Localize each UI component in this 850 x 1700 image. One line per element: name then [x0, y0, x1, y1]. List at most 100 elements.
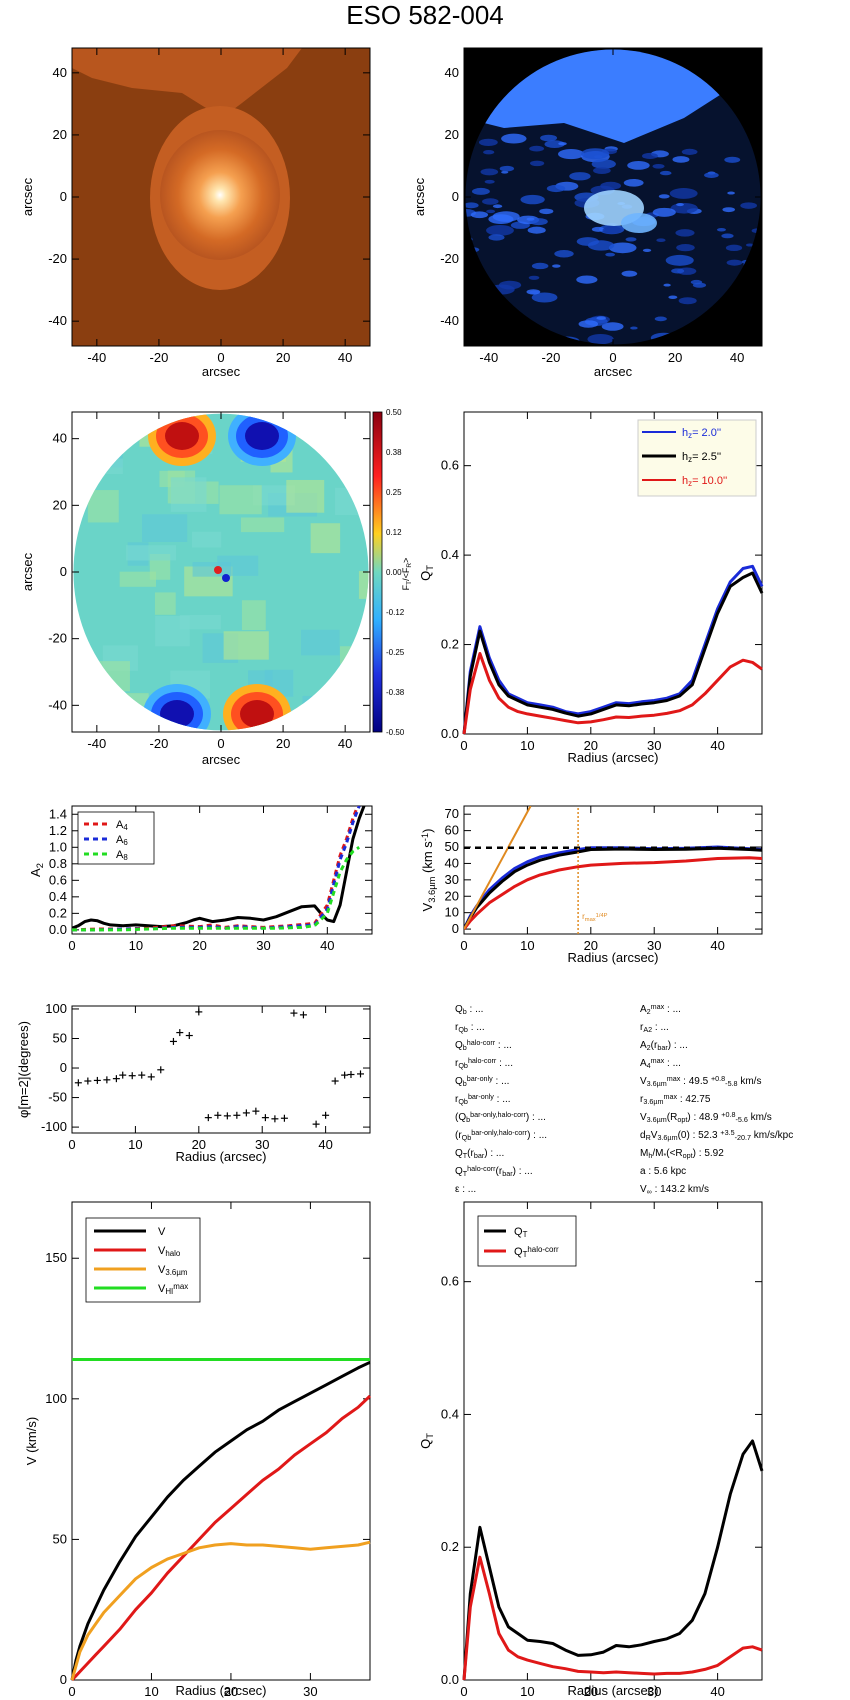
figure-title: ESO 582-004 [346, 0, 504, 30]
y-tick-label: 10 [445, 905, 459, 920]
y-tick-label: -50 [48, 1090, 67, 1105]
blob [492, 204, 503, 209]
y-tick-label: 0.4 [441, 547, 459, 562]
blob [540, 134, 558, 142]
x-tick-label: 10 [128, 1137, 142, 1152]
blue-lobe [160, 700, 194, 728]
plot-frame [71, 805, 373, 935]
phase-point [347, 1071, 355, 1079]
central-blob [621, 213, 657, 233]
param-right-0: A2max : ... [640, 1002, 681, 1016]
blob [483, 150, 495, 155]
phase-point [214, 1111, 222, 1119]
legend-box [77, 811, 155, 865]
vel-line-orange [464, 806, 532, 930]
x-tick-label: 20 [224, 1684, 238, 1699]
legend-box [477, 1215, 577, 1267]
phase-point [112, 1075, 120, 1083]
y-axis-label: φ[m=2](degrees) [16, 1021, 31, 1118]
blob [641, 152, 658, 160]
param-left-3: rQbhalo-corr : ... [455, 1056, 513, 1070]
blob [642, 248, 652, 253]
x-tick-label: 10 [129, 938, 143, 953]
y-tick-label: 150 [45, 1250, 67, 1265]
y-tick-label: 0 [452, 921, 459, 936]
legend-label: hz= 10.0'' [682, 475, 727, 488]
blob [591, 159, 616, 169]
x-tick-label: 30 [255, 1137, 269, 1152]
blob [704, 172, 719, 178]
x-tick-label: 0 [68, 1684, 75, 1699]
blob [482, 198, 499, 205]
param-left-9: QThalo-corr(rbar) : ... [455, 1164, 533, 1178]
blob [531, 292, 558, 303]
y-tick-label: 0.6 [441, 458, 459, 473]
blob [554, 249, 574, 258]
y-tick-label: 0.2 [441, 1539, 459, 1554]
blob [676, 244, 695, 252]
blob [681, 148, 698, 155]
x-tick-label: -20 [150, 350, 169, 365]
blob [623, 178, 644, 187]
y-tick-label: -20 [48, 251, 67, 266]
x-tick-label: 10 [520, 1684, 534, 1699]
blob [529, 145, 545, 152]
param-right-5: r3.6µmmax : 42.75 [640, 1092, 711, 1106]
blob [558, 142, 567, 146]
x-axis-label: Radius (arcsec) [175, 1683, 266, 1698]
blob [659, 170, 672, 176]
param-left-0: Qb : ... [455, 1004, 483, 1016]
blob [593, 167, 611, 174]
x-tick-label: 20 [192, 938, 206, 953]
legend-label: A4 [116, 819, 128, 832]
x-axis-label: arcsec [202, 752, 241, 767]
blob [552, 264, 561, 268]
y-tick-label: 0.0 [49, 922, 67, 937]
param-right-8: Mh/M*(<Ropt) : 5.92 [640, 1148, 724, 1160]
blob [492, 211, 520, 222]
blob [671, 268, 685, 274]
blob [656, 238, 666, 242]
blob [602, 226, 622, 234]
blob [716, 228, 726, 232]
axes-panel-qt-hz: 0 10 20 30 40 0.0 0.2 0.4 0.6 Radius (arcsec) QT hz… [418, 411, 764, 765]
qt-halo-line-0 [462, 1439, 764, 1681]
y-tick-label: 0.2 [49, 905, 67, 920]
phase-point [331, 1077, 339, 1085]
param-right-10: V∞ : 143.2 km/s [640, 1184, 709, 1196]
blob [663, 283, 671, 287]
phase-point [195, 1008, 203, 1016]
colorbar-tick-label: 0.38 [386, 448, 402, 457]
map-patch [73, 442, 94, 468]
map-patch [219, 485, 262, 515]
map-patch [302, 695, 333, 720]
phase-point [157, 1066, 165, 1074]
blob [478, 138, 498, 147]
legend-label: A8 [116, 849, 128, 862]
y-tick-label: 0.4 [49, 889, 67, 904]
center-dot [222, 574, 230, 582]
legend-label: V3.6µm [158, 1264, 188, 1277]
param-right-4: V3.6µmmax : 49.5 +0.8-5.8 km/s [640, 1074, 761, 1088]
x-tick-label: 40 [710, 938, 724, 953]
blob [668, 295, 678, 300]
param-right-7: dRV3.6µm(0) : 52.3 +3.5-20.7 km/s/kpc [640, 1128, 793, 1142]
x-tick-label: 30 [256, 938, 270, 953]
plot-frame [463, 411, 763, 735]
colorbar-tick-label: 0.00 [386, 568, 402, 577]
axes-panel-amplitudes: 0 10 20 30 40 0.0 0.20.4 0.60.8 1.01.2 1.4 A2 A4 A6 A… [28, 805, 373, 953]
phase-point [290, 1009, 298, 1017]
phase-point [271, 1115, 279, 1123]
param-right-2: A2(rbar) : ... [640, 1040, 688, 1052]
plot-frame [71, 1005, 371, 1134]
y-tick-label: 50 [53, 1030, 67, 1045]
blob [722, 207, 735, 213]
y-tick-label: 100 [45, 1391, 67, 1406]
blob [625, 237, 637, 242]
x-tick-label: 20 [584, 1684, 598, 1699]
map-patch [87, 661, 130, 692]
phase-point [128, 1072, 136, 1080]
x-tick-label: 30 [647, 938, 661, 953]
x-tick-label: 40 [338, 736, 352, 751]
